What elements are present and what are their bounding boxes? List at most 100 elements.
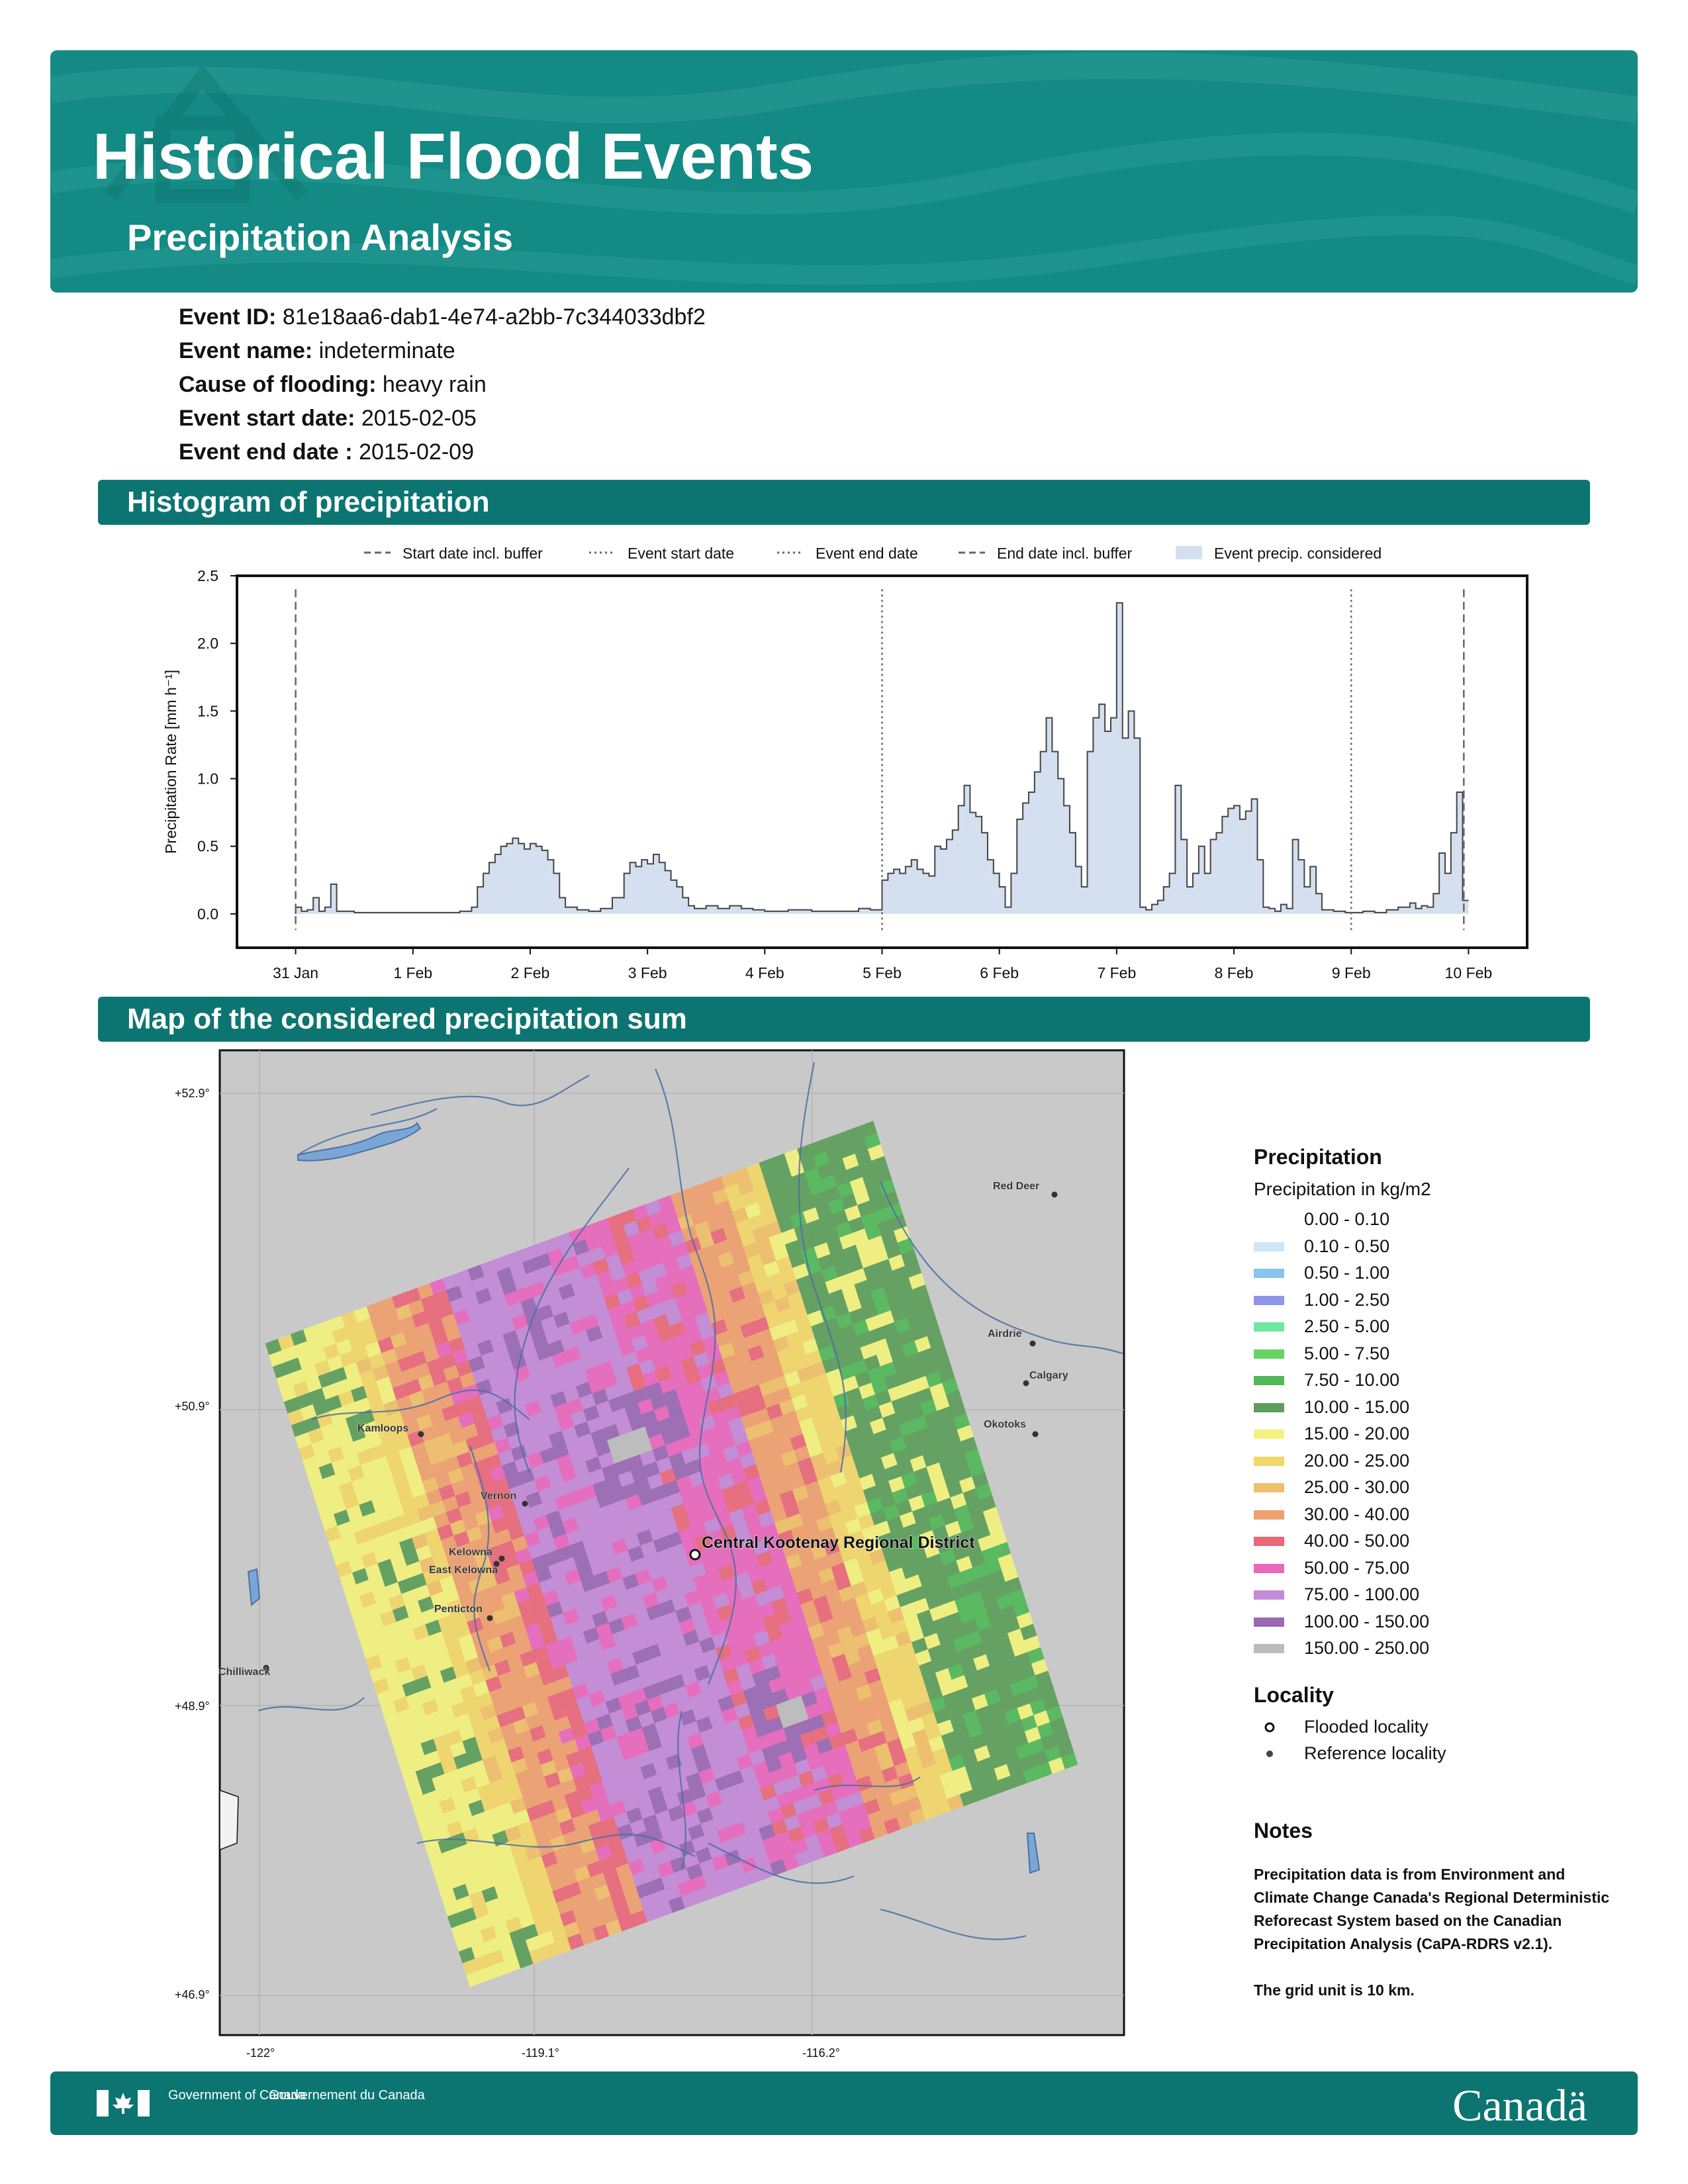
cause-value: heavy rain <box>382 372 487 397</box>
reference-locality-label: Penticton <box>434 1604 483 1615</box>
event-name-row: Event name: indeterminate <box>179 338 455 364</box>
legend-swatch <box>1254 1295 1284 1305</box>
lon-tick: -122° <box>246 2046 275 2060</box>
legend-bin-label: 2.50 - 5.00 <box>1304 1316 1390 1336</box>
x-tick-label: 4 Feb <box>745 964 784 981</box>
reference-locality-marker <box>493 1561 500 1567</box>
reference-locality-label: Airdrie <box>988 1328 1022 1340</box>
precipitation-map: Red Deer Airdrie Calgary Okotoks Kamloops Ver… <box>218 1049 1125 2036</box>
river <box>708 1843 855 1884</box>
legend-bin-label: 100.00 - 150.00 <box>1304 1611 1430 1631</box>
flooded-locality-label: Central Kootenay Regional District <box>702 1533 975 1552</box>
y-tick-label: 1.5 <box>197 702 218 719</box>
x-tick-label: 9 Feb <box>1332 964 1371 981</box>
reference-locality-label: Okotoks <box>984 1419 1026 1430</box>
cause-label: Cause of flooding: <box>179 372 377 397</box>
page-subtitle: Precipitation Analysis <box>127 216 513 258</box>
house-logo-icon <box>104 65 308 203</box>
event-id-label: Event ID: <box>179 304 277 330</box>
lat-tick: +46.9° <box>175 1988 210 2001</box>
legend-swatch <box>1254 1456 1284 1466</box>
canada-flag-icon <box>97 2090 150 2116</box>
wave-decoration <box>50 52 1638 285</box>
start-date-label: Event start date: <box>179 406 355 431</box>
lat-tick: +52.9° <box>175 1087 210 1100</box>
grid-cell <box>1060 1752 1078 1770</box>
precip-line <box>295 602 1469 914</box>
legend-title: Precipitation <box>1254 1145 1382 1169</box>
x-tick-label: 3 Feb <box>628 964 667 981</box>
legend-bin-label: 20.00 - 25.00 <box>1304 1450 1410 1471</box>
flooded-label: Flooded locality <box>1304 1717 1429 1737</box>
event-name-value: indeterminate <box>318 338 455 363</box>
river <box>310 1389 530 1421</box>
locality-title: Locality <box>1254 1683 1334 1707</box>
legend-swatch <box>1254 1563 1284 1573</box>
lake <box>297 1122 422 1161</box>
reference-locality-marker <box>522 1500 528 1507</box>
legend-swatch <box>1254 1430 1284 1439</box>
legend-swatch <box>1254 1376 1284 1385</box>
river <box>258 1697 365 1712</box>
legend-bin-label: 0.50 - 1.00 <box>1304 1263 1390 1283</box>
lon-tick: -116.2° <box>802 2046 840 2060</box>
header-banner: Historical Flood Events Precipitation An… <box>50 50 1638 293</box>
gov-fr: Gouvernement du Canada <box>269 2088 425 2103</box>
reference-locality-label: Kelowna <box>449 1547 492 1558</box>
legend-swatch <box>1254 1242 1284 1251</box>
legend-swatch <box>1254 1269 1284 1278</box>
x-tick-label: 7 Feb <box>1097 964 1136 981</box>
x-tick-label: 1 Feb <box>393 964 432 981</box>
event-id-row: Event ID: 81e18aa6-dab1-4e74-a2bb-7c3440… <box>179 304 706 330</box>
legend-bin-label: 30.00 - 40.00 <box>1304 1504 1410 1524</box>
lat-tick: +48.9° <box>175 1700 210 1713</box>
legend-swatch <box>1254 1590 1284 1600</box>
river <box>880 1908 1027 1940</box>
reference-locality-marker <box>1051 1191 1058 1198</box>
y-axis-label: Precipitation Rate [mm h⁻¹] <box>162 670 179 854</box>
river <box>814 1776 921 1792</box>
cause-row: Cause of flooding: heavy rain <box>179 372 487 398</box>
reference-locality-marker <box>487 1615 493 1621</box>
end-date-row: Event end date : 2015-02-09 <box>179 439 474 465</box>
footer: Government of Canada Gouvernement du Can… <box>50 2071 1638 2135</box>
canada-wordmark: Canadä <box>1452 2080 1587 2130</box>
legend-bin-label: 15.00 - 20.00 <box>1304 1424 1410 1443</box>
river <box>677 1710 686 1870</box>
river <box>654 1068 737 1685</box>
legend-swatch <box>1254 1537 1284 1546</box>
lake <box>247 1568 261 1606</box>
reference-locality-label: East Kelowna <box>429 1565 498 1576</box>
grid-note: The grid unit is 10 km. <box>1254 1981 1415 1999</box>
legend-subtitle: Precipitation in kg/m2 <box>1254 1179 1431 1199</box>
reference-locality-marker <box>1023 1380 1029 1387</box>
notes-title: Notes <box>1254 1819 1313 1843</box>
legend-label: Event start date <box>628 545 734 562</box>
lake <box>1026 1833 1041 1874</box>
river <box>798 1062 847 1473</box>
lon-tick: -119.1° <box>522 2046 559 2060</box>
river <box>297 1108 438 1156</box>
river <box>370 1075 590 1116</box>
legend-swatch <box>1254 1215 1284 1224</box>
legend-swatch <box>1254 1322 1284 1332</box>
y-tick-label: 2.5 <box>197 567 218 584</box>
gov-en: Government of Canada <box>168 2088 306 2103</box>
page-title: Historical Flood Events <box>93 120 814 193</box>
reference-label: Reference locality <box>1304 1743 1446 1763</box>
start-date-value: 2015-02-05 <box>361 406 477 431</box>
event-id-value: 81e18aa6-dab1-4e74-a2bb-7c344033dbf2 <box>282 304 706 330</box>
y-tick-label: 0.0 <box>197 905 218 923</box>
end-date-label: Event end date : <box>179 439 353 465</box>
x-tick-label: 2 Feb <box>511 964 550 981</box>
legend-bin-label: 7.50 - 10.00 <box>1304 1370 1400 1390</box>
precip-grid <box>265 1120 1078 1987</box>
x-tick-label: 31 Jan <box>273 964 318 981</box>
x-tick-label: 10 Feb <box>1445 964 1493 981</box>
reference-marker-icon <box>1266 1751 1273 1757</box>
flooded-locality-marker <box>689 1549 701 1561</box>
reference-locality-marker <box>418 1431 424 1437</box>
legend-label: Event end date <box>816 545 918 562</box>
reference-locality-marker <box>263 1664 269 1671</box>
reference-locality-marker <box>498 1555 505 1562</box>
